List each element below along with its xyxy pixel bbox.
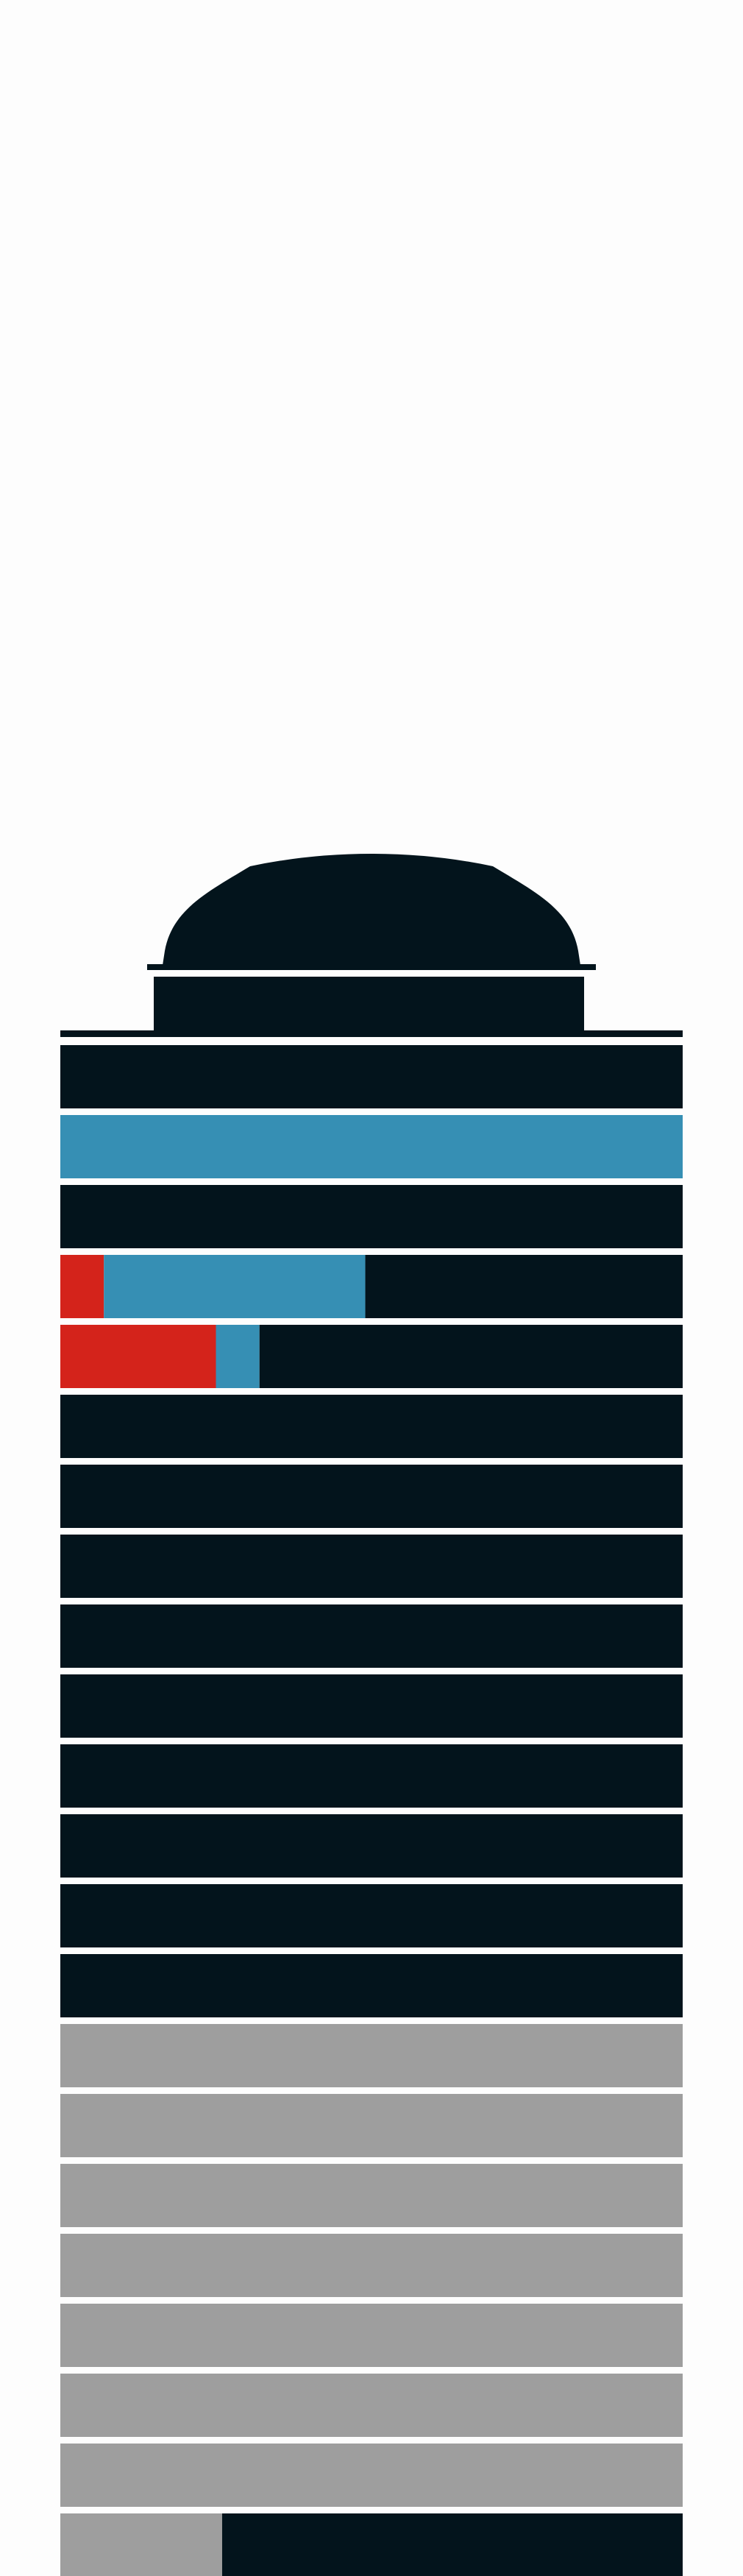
tower-floor-5-segment-red bbox=[60, 1325, 216, 1388]
tower-floor-22-segment-gray bbox=[60, 2513, 222, 2576]
tower-floor-19 bbox=[60, 2304, 683, 2367]
tower-floor-11-segment-dark bbox=[60, 1744, 683, 1808]
tower-floor-13 bbox=[60, 1884, 683, 1947]
tower-floor-21-segment-gray bbox=[60, 2444, 683, 2507]
tower-floors bbox=[60, 1045, 683, 2576]
tower-floor-12-segment-dark bbox=[60, 1814, 683, 1878]
tower-floor-15 bbox=[60, 2024, 683, 2087]
tower-floor-3 bbox=[60, 1185, 683, 1248]
tower-dome bbox=[162, 854, 581, 970]
tower-floor-18 bbox=[60, 2234, 683, 2297]
tower-top-floor-block-segment-dark bbox=[154, 977, 584, 1037]
tower-floor-22-segment-dark bbox=[221, 2513, 683, 2576]
tower-shoulder-right bbox=[584, 1030, 683, 1037]
tower-floor-20 bbox=[60, 2374, 683, 2437]
tower-floor-1-segment-dark bbox=[60, 1045, 683, 1108]
tower-floor-8 bbox=[60, 1535, 683, 1598]
tower-floor-4-segment-blue bbox=[104, 1255, 366, 1318]
tower-floor-10-segment-dark bbox=[60, 1674, 683, 1738]
tower-floor-7-segment-dark bbox=[60, 1465, 683, 1528]
tower-floor-17 bbox=[60, 2164, 683, 2227]
tower-floor-17-segment-gray bbox=[60, 2164, 683, 2227]
tower-floor-6 bbox=[60, 1395, 683, 1458]
tower-floor-14 bbox=[60, 1954, 683, 2017]
tower-floor-5-segment-blue bbox=[216, 1325, 260, 1388]
tower-floor-4-segment-dark bbox=[365, 1255, 683, 1318]
tower-floor-19-segment-gray bbox=[60, 2304, 683, 2367]
tower-dome-base bbox=[147, 964, 596, 970]
tower-floor-16 bbox=[60, 2094, 683, 2157]
tower-floor-15-segment-gray bbox=[60, 2024, 683, 2087]
tower-floor-4-segment-red bbox=[60, 1255, 104, 1318]
tower-floor-3-segment-dark bbox=[60, 1185, 683, 1248]
tower-floor-5-segment-dark bbox=[259, 1325, 683, 1388]
tower-floor-2-segment-blue bbox=[60, 1115, 683, 1178]
tower-floor-2 bbox=[60, 1115, 683, 1178]
tower-floor-20-segment-gray bbox=[60, 2374, 683, 2437]
tower-floor-16-segment-gray bbox=[60, 2094, 683, 2157]
tower-floor-10 bbox=[60, 1674, 683, 1738]
tower-floor-14-segment-dark bbox=[60, 1954, 683, 2017]
tower-floor-9 bbox=[60, 1604, 683, 1668]
tower-top-floor bbox=[60, 977, 683, 1037]
tower-floor-1 bbox=[60, 1045, 683, 1108]
tower-floor-5 bbox=[60, 1325, 683, 1388]
tower-floor-11 bbox=[60, 1744, 683, 1808]
tower-shoulder-left bbox=[60, 1030, 154, 1037]
tower-top-floor-block bbox=[154, 977, 584, 1037]
tower-floor-6-segment-dark bbox=[60, 1395, 683, 1458]
tower-floor-8-segment-dark bbox=[60, 1535, 683, 1598]
tower-floor-21 bbox=[60, 2444, 683, 2507]
tower-floor-12 bbox=[60, 1814, 683, 1878]
tower-floor-4 bbox=[60, 1255, 683, 1318]
tower-floor-7 bbox=[60, 1465, 683, 1528]
tower-floor-18-segment-gray bbox=[60, 2234, 683, 2297]
tower-floor-9-segment-dark bbox=[60, 1604, 683, 1668]
tower-floor-22 bbox=[60, 2513, 683, 2576]
tower-floor-13-segment-dark bbox=[60, 1884, 683, 1947]
